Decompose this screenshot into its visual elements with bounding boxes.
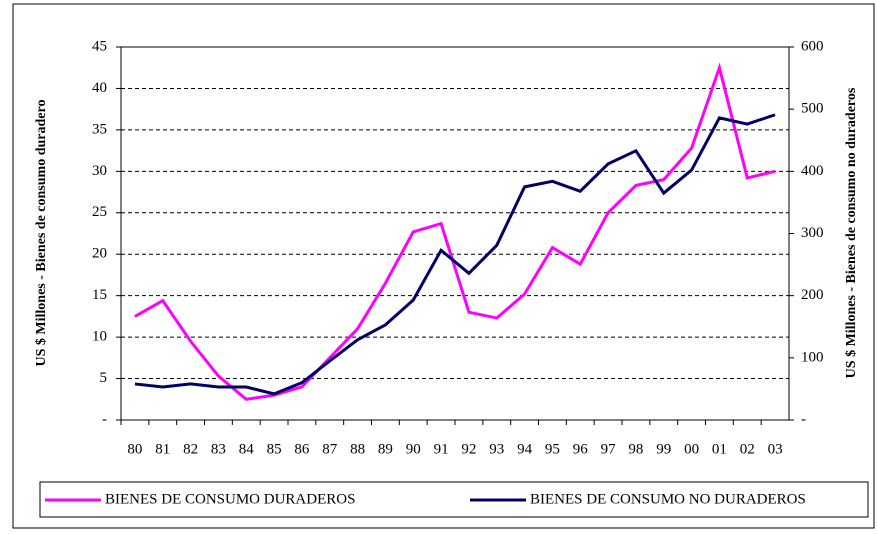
x-tick-label: 87 (322, 441, 338, 457)
y2-tick-label: 300 (801, 225, 824, 241)
chart-border (12, 3, 875, 529)
legend-box (39, 481, 869, 518)
y2-tick-label: - (801, 411, 806, 427)
x-tick-label: 83 (211, 441, 226, 457)
x-tick-label: 86 (294, 441, 310, 457)
x-tick-label: 94 (517, 441, 533, 457)
x-tick-label: 90 (406, 441, 421, 457)
line-series (134, 62, 776, 401)
y-tick-label: 5 (100, 370, 108, 386)
x-tick-label: 92 (461, 441, 476, 457)
y2-tick-label: 400 (801, 163, 824, 179)
x-tick-label: 03 (768, 441, 783, 457)
x-tick-label: 81 (155, 441, 170, 457)
x-tick-label: 85 (267, 441, 282, 457)
legend-label: BIENES DE CONSUMO DURADEROS (105, 491, 355, 507)
x-tick-label: 99 (656, 441, 671, 457)
y-tick-label: 40 (92, 80, 107, 96)
x-tick-label: 84 (239, 441, 255, 457)
x-tick-label: 02 (740, 441, 755, 457)
y-tick-label: 35 (92, 121, 107, 137)
line-series (134, 113, 776, 396)
legend-label: BIENES DE CONSUMO NO DURADEROS (530, 491, 806, 507)
y2-tick-label: 100 (801, 349, 824, 365)
y-tick-label: 15 (92, 287, 107, 303)
x-tick-label: 93 (489, 441, 504, 457)
y-tick-label: 25 (92, 204, 107, 220)
x-tick-label: 88 (350, 441, 365, 457)
x-tick-label: 89 (378, 441, 393, 457)
x-tick-label: 01 (712, 441, 727, 457)
y-tick-label: 10 (92, 329, 107, 345)
y-tick-label: - (102, 411, 107, 427)
x-tick-label: 91 (434, 441, 449, 457)
x-tick-label: 98 (628, 441, 643, 457)
plot-area (120, 46, 790, 421)
y-tick-label: 20 (92, 246, 107, 262)
y2-tick-label: 200 (801, 287, 824, 303)
y2-axis-title: US $ Millones - Bienes de consumo no dur… (844, 87, 859, 378)
x-tick-label: 95 (545, 441, 560, 457)
x-tick-label: 97 (601, 441, 617, 457)
x-tick-label: 82 (183, 441, 198, 457)
y-axis-title: US $ Millones - Bienes de consumo durade… (34, 100, 49, 367)
x-tick-label: 96 (573, 441, 589, 457)
y-tick-label: 30 (92, 163, 107, 179)
y2-tick-label: 500 (801, 101, 824, 117)
y2-tick-label: 600 (801, 38, 824, 54)
y-tick-label: 45 (92, 38, 107, 54)
x-tick-label: 00 (684, 441, 699, 457)
x-tick-label: 80 (127, 441, 142, 457)
